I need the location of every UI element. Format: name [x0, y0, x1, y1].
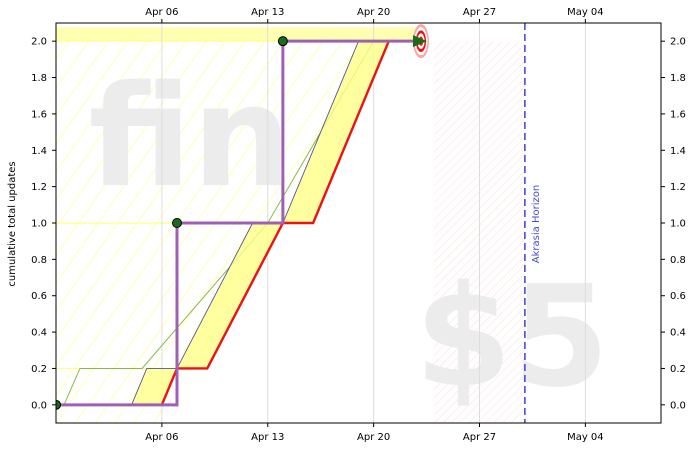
step-line [56, 39, 419, 407]
y-tick-label-right: 1.4 [670, 146, 686, 157]
x-tick-label: Apr 27 [463, 432, 496, 443]
y-tick-label-right: 0.4 [670, 328, 686, 339]
y-tick-label-right: 0.2 [670, 364, 686, 375]
green-guide-line [63, 40, 375, 406]
watermark-top: fin [88, 56, 291, 219]
x-tick-label-top: May 04 [567, 7, 604, 18]
goal-arrow [413, 35, 427, 48]
x-tick-label-top: Apr 06 [145, 7, 178, 18]
y-tick-label: 1.4 [31, 146, 47, 157]
x-tick-label: May 04 [567, 432, 604, 443]
y-axis-title: cumulative total updates [7, 161, 18, 286]
goal-band [56, 27, 419, 42]
bright-red-line [160, 40, 390, 406]
y-tick-label: 1.6 [31, 109, 47, 120]
y-tick-label: 1.8 [31, 73, 47, 84]
y-tick-label-right: 1.2 [670, 182, 686, 193]
y-tick-label-right: 1.8 [670, 73, 686, 84]
x-tick-label-top: Apr 20 [357, 7, 390, 18]
y-tick-label-right: 0.6 [670, 291, 686, 302]
y-tick-label: 0.6 [31, 291, 47, 302]
y-tick-label: 0.4 [31, 328, 47, 339]
y-tick-label: 0.0 [31, 400, 47, 411]
y-tick-label: 2.0 [31, 37, 47, 48]
datapoint-dot [56, 399, 61, 410]
x-tick-label-top: Apr 13 [251, 7, 284, 18]
y-tick-label: 0.8 [31, 255, 47, 266]
yellow-hatch-region [56, 41, 389, 423]
x-tick-label: Apr 13 [251, 432, 284, 443]
y-tick-label-right: 1.6 [670, 109, 686, 120]
datapoint-dot [172, 218, 182, 228]
y-tick-label-right: 0.8 [670, 255, 686, 266]
x-tick-label: Apr 06 [145, 432, 178, 443]
y-tick-label: 1.2 [31, 182, 47, 193]
y-tick-label-right: 1.0 [670, 219, 686, 230]
datapoint-dot [277, 36, 288, 47]
x-tick-label-top: Apr 27 [463, 7, 496, 18]
y-tick-label: 0.2 [31, 364, 47, 375]
y-tick-label: 1.0 [31, 219, 47, 230]
x-tick-label: Apr 20 [357, 432, 390, 443]
y-tick-label-right: 2.0 [670, 37, 686, 48]
horizon-label: Akrasia Horizon [531, 185, 542, 263]
watermark-bottom: $5 [415, 256, 610, 419]
y-tick-label-right: 0.0 [670, 400, 686, 411]
road-edge-line [131, 41, 359, 405]
